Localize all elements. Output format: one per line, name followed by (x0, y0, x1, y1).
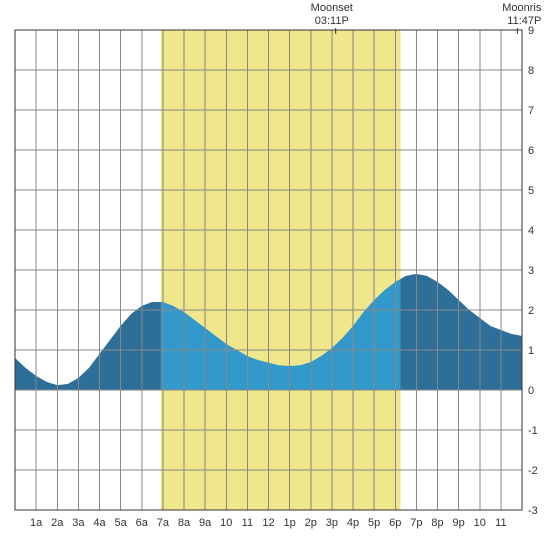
x-tick-label: 5a (115, 517, 128, 529)
tide-chart: -3-2-101234567891a2a3a4a5a6a7a8a9a101112… (0, 0, 550, 550)
x-tick-label: 12 (262, 517, 274, 529)
x-tick-label: 11 (495, 517, 506, 529)
y-tick-label: 8 (528, 65, 534, 77)
y-tick-label: 4 (528, 225, 534, 237)
x-tick-label: 1p (284, 517, 296, 529)
x-tick-label: 8p (431, 517, 443, 529)
x-tick-label: 11 (242, 517, 253, 529)
x-tick-label: 9a (199, 517, 212, 529)
y-tick-label: 1 (528, 345, 534, 357)
x-tick-label: 1a (30, 517, 43, 529)
y-tick-label: -1 (528, 425, 538, 437)
x-tick-label: 4p (347, 517, 359, 529)
x-tick-label: 3a (72, 517, 85, 529)
x-tick-label: 7p (410, 517, 422, 529)
x-tick-label: 8a (178, 517, 191, 529)
x-tick-label: 9p (453, 517, 465, 529)
y-tick-label: 2 (528, 305, 534, 317)
x-tick-label: 4a (93, 517, 106, 529)
moonrise-annotation: Moonris11:47P (502, 2, 541, 28)
moonrise-time: 11:47P (502, 15, 541, 28)
y-tick-label: -3 (528, 505, 538, 517)
y-tick-label: 7 (528, 105, 534, 117)
y-tick-label: -2 (528, 465, 538, 477)
y-tick-label: 5 (528, 185, 534, 197)
x-tick-label: 3p (326, 517, 338, 529)
y-tick-label: 3 (528, 265, 534, 277)
x-tick-label: 7a (157, 517, 170, 529)
x-tick-label: 6p (389, 517, 401, 529)
moonset-time: 03:11P (311, 15, 353, 28)
y-tick-label: 0 (528, 385, 534, 397)
x-tick-label: 2p (305, 517, 317, 529)
moonrise-title: Moonris (502, 2, 541, 15)
moonset-annotation: Moonset03:11P (311, 2, 353, 28)
x-tick-label: 10 (474, 517, 486, 529)
y-tick-label: 6 (528, 145, 534, 157)
x-tick-label: 2a (51, 517, 64, 529)
moonset-title: Moonset (311, 2, 353, 15)
x-tick-label: 6a (136, 517, 149, 529)
x-tick-label: 5p (368, 517, 380, 529)
chart-svg: -3-2-101234567891a2a3a4a5a6a7a8a9a101112… (0, 0, 550, 550)
x-tick-label: 10 (220, 517, 232, 529)
